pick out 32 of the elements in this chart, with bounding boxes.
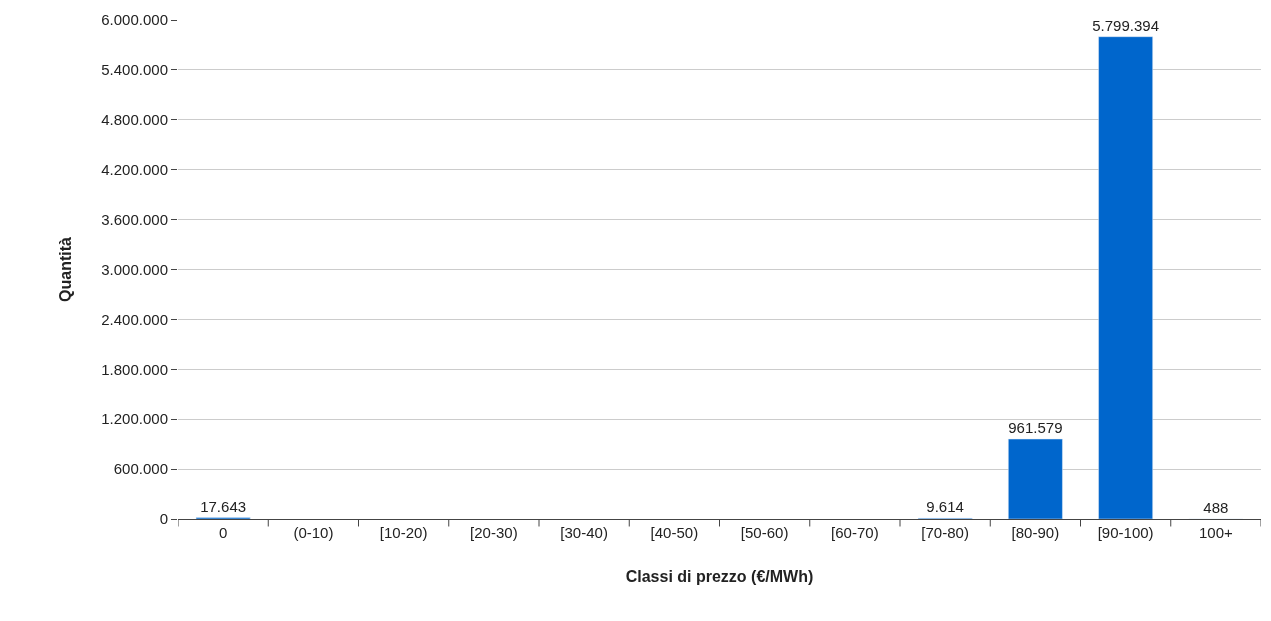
x-tick-label: 0 (218, 524, 228, 541)
x-tick-label: [60-70) (831, 524, 879, 541)
x-tick-label: [10-20) (379, 524, 428, 541)
y-tick-label: 4.200.000 (101, 160, 168, 178)
data-label: 488 (1203, 498, 1229, 516)
x-tick-label: [30-40) (560, 524, 608, 541)
x-tick-label: [70-80) (921, 524, 969, 541)
y-axis-title: Quantità (57, 236, 75, 302)
x-tick-label: (0-10) (293, 524, 334, 541)
x-tick-label: 100+ (1198, 524, 1234, 541)
y-tick-label: 3.000.000 (101, 260, 168, 278)
y-tick-label: 6.000.000 (101, 11, 168, 29)
y-tick-label: 2.400.000 (101, 310, 168, 328)
bar (1008, 438, 1063, 519)
y-tick-label: 0 (159, 510, 168, 528)
data-label: 9.614 (926, 498, 964, 516)
data-label: 5.799.394 (1092, 16, 1159, 34)
y-tick-label: 5.400.000 (101, 61, 168, 79)
y-tick-label: 3.600.000 (101, 210, 168, 228)
x-tick-label: [40-50) (650, 524, 699, 541)
x-tick-label: [20-30) (470, 524, 518, 541)
x-tick-label: [50-60) (740, 524, 789, 541)
x-tick-label: [80-90) (1011, 524, 1060, 541)
x-tick-label: [90-100) (1097, 524, 1154, 541)
x-axis-title: Classi di prezzo (€/MWh) (625, 567, 814, 585)
bar (1098, 36, 1153, 519)
y-tick-label: 1.800.000 (101, 360, 168, 378)
data-label: 961.579 (1008, 419, 1063, 437)
y-tick-label: 600.000 (113, 460, 168, 478)
y-tick-label: 1.200.000 (101, 410, 168, 428)
data-label: 17.643 (200, 497, 247, 515)
y-tick-label: 4.800.000 (101, 111, 168, 129)
